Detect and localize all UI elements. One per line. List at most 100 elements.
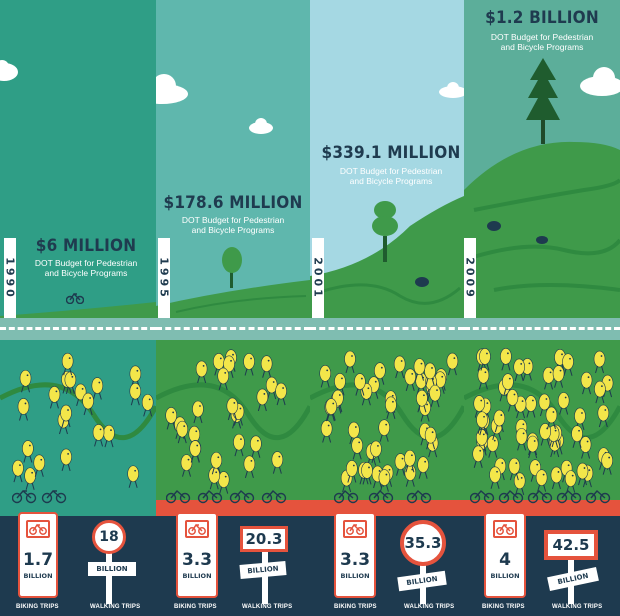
budget-amount: $178.6 MILLION <box>163 193 303 213</box>
bicycle-icon <box>66 292 84 304</box>
walking-trips-label: WALKING TRIPS <box>404 604 455 610</box>
walker-icon <box>129 382 142 406</box>
walking-sign: 18 <box>92 520 126 554</box>
biking-trips-label: BIKING TRIPS <box>16 604 59 610</box>
walking-trips-label: WALKING TRIPS <box>242 604 293 610</box>
walker-icon-group <box>464 348 620 495</box>
walker-icon <box>226 397 239 421</box>
walker-icon <box>601 452 613 475</box>
biking-value: 4 <box>499 550 511 570</box>
walker-icon <box>473 395 486 418</box>
year-label: 2001 <box>311 257 325 300</box>
biking-sign: 3.3 BILLION <box>334 512 376 598</box>
cloud-icon <box>0 60 18 81</box>
biking-sign: 1.7 BILLION <box>18 512 58 598</box>
budget-amount: $339.1 MILLION <box>321 143 461 163</box>
walker-icon <box>319 365 332 388</box>
dashed-line <box>156 327 310 330</box>
walker-icon <box>60 448 72 472</box>
walker-icon <box>515 428 528 451</box>
walking-trips-label: WALKING TRIPS <box>90 604 141 610</box>
year-marker: 1995 <box>158 238 171 318</box>
walker-icon <box>19 369 32 393</box>
budget-label-line2: and Bicycle Programs <box>44 268 128 278</box>
bicycle-icon <box>166 490 287 504</box>
walker-icon <box>477 366 490 390</box>
biking-value: 3.3 <box>181 550 213 570</box>
panel-2001: $339.1 MILLION DOT Budget for Pedestrian… <box>310 0 464 616</box>
biking-unit: BILLION <box>340 572 370 580</box>
walker-icon <box>260 355 273 378</box>
walker-icon <box>103 424 115 448</box>
budget-amount: $6 MILLION <box>35 236 137 256</box>
walker-icon <box>552 365 565 388</box>
walking-sign: 35.3 <box>400 520 446 566</box>
walker-icon <box>271 451 284 474</box>
walker-icon <box>580 371 593 395</box>
dashed-line <box>0 327 156 330</box>
walker-icon <box>12 459 24 483</box>
landscape-hill <box>464 141 620 318</box>
walker-icon <box>378 419 390 442</box>
biking-unit: BILLION <box>23 572 53 580</box>
walker-icon <box>513 358 526 382</box>
walker-crowd <box>156 340 310 506</box>
walker-icon <box>500 348 512 371</box>
walker-icon <box>557 392 570 415</box>
walker-icon <box>33 454 46 477</box>
budget-label-line1: DOT Budget for Pedestrian <box>181 215 285 225</box>
walker-icon <box>502 373 514 396</box>
cloud-icon <box>580 67 620 96</box>
walker-icon <box>545 406 558 430</box>
walker-icon <box>60 404 72 428</box>
walker-icon <box>217 367 230 391</box>
walker-icon <box>223 355 235 378</box>
walker-icon <box>597 404 610 428</box>
walker-icon <box>424 426 437 450</box>
walker-icon <box>210 451 223 475</box>
walking-value: 20.3 <box>245 530 283 548</box>
panel-1990: $6 MILLION DOT Budget for Pedestrian and… <box>0 0 156 616</box>
budget-amount: $1.2 BILLION <box>485 8 599 28</box>
walker-icon <box>576 462 589 486</box>
budget-label: DOT Budget for Pedestrian and Bicycle Pr… <box>156 215 310 235</box>
walker-crowd <box>0 340 156 506</box>
walker-icon <box>535 469 548 492</box>
walker-icon <box>404 368 417 391</box>
walking-sign: 42.5 <box>544 530 598 560</box>
walker-icon <box>180 454 193 477</box>
walker-crowd <box>464 340 620 506</box>
walker-icon <box>17 398 30 421</box>
walker-icon <box>486 435 499 458</box>
bicycle-icon <box>470 490 611 504</box>
walking-unit: BILLION <box>96 565 128 573</box>
year-marker: 1990 <box>4 238 17 318</box>
walker-icon <box>393 355 406 379</box>
walker-icon <box>593 350 606 374</box>
walker-icon-group <box>0 352 156 490</box>
walker-icon <box>506 389 519 412</box>
budget-label: DOT Budget for Pedestrian and Bicycle Pr… <box>314 166 464 186</box>
walker-icon <box>413 358 426 381</box>
bicycle-icon <box>493 520 517 538</box>
bicycle-icon <box>343 520 367 538</box>
walker-icon <box>385 396 397 419</box>
biking-trips-label: BIKING TRIPS <box>334 604 377 610</box>
walker-icon <box>594 380 606 404</box>
sky-background <box>0 0 156 318</box>
budget-label: DOT Budget for Pedestrian and Bicycle Pr… <box>8 258 156 278</box>
walker-icon <box>404 449 416 473</box>
walking-value: 18 <box>99 529 119 545</box>
walker-icon <box>394 453 407 476</box>
walker-icon <box>195 360 208 384</box>
bicycle-icon <box>185 520 209 538</box>
walker-icon <box>493 409 506 433</box>
bicycle-icon <box>26 520 50 538</box>
walker-icon <box>243 353 255 376</box>
walking-sign: 20.3 <box>240 526 288 552</box>
walker-icon <box>344 350 356 374</box>
walker-icon <box>354 373 366 396</box>
walker-icon <box>325 398 338 421</box>
walker-icon <box>192 400 204 424</box>
